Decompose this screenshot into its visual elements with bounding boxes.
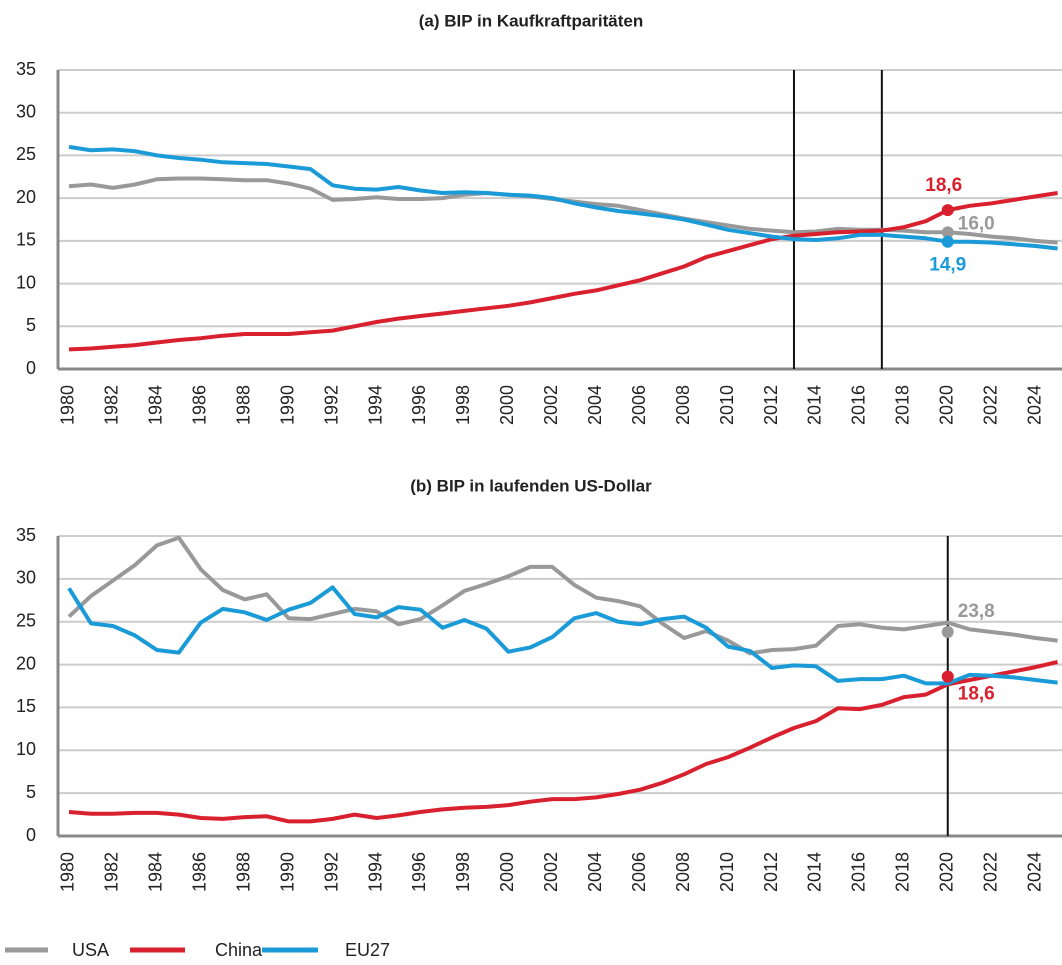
x-tick-label: 2016 bbox=[849, 852, 869, 892]
x-tick-label: 2002 bbox=[541, 385, 561, 425]
x-tick-label: 2010 bbox=[717, 385, 737, 425]
x-tick-label: 2000 bbox=[497, 852, 517, 892]
x-tick-label: 2018 bbox=[893, 852, 913, 892]
legend-label: EU27 bbox=[345, 940, 390, 960]
series-line bbox=[68, 144, 1058, 251]
chart-title: (b) BIP in laufenden US-Dollar bbox=[410, 476, 652, 495]
x-tick-label: 2006 bbox=[629, 385, 649, 425]
series-line bbox=[68, 191, 1058, 352]
annotation-label: 18,6 bbox=[958, 684, 995, 705]
y-tick-label: 20 bbox=[16, 653, 36, 673]
x-tick-label: 1984 bbox=[146, 852, 166, 892]
x-tick-label: 1992 bbox=[321, 852, 341, 892]
x-tick-label: 2008 bbox=[673, 385, 693, 425]
y-tick-label: 35 bbox=[16, 525, 36, 545]
annotation-label: 14,9 bbox=[929, 255, 966, 276]
annotation-dot bbox=[941, 670, 954, 683]
x-tick-label: 1986 bbox=[190, 852, 210, 892]
annotation-label: 16,0 bbox=[958, 213, 995, 234]
y-tick-label: 0 bbox=[26, 358, 36, 378]
y-tick-label: 15 bbox=[16, 696, 36, 716]
x-tick-label: 1980 bbox=[58, 385, 78, 425]
x-tick-label: 2016 bbox=[849, 385, 869, 425]
annotation-label: 23,8 bbox=[958, 601, 995, 622]
legend-label: China bbox=[215, 940, 263, 960]
series-line bbox=[67, 585, 1058, 686]
y-tick-label: 0 bbox=[26, 825, 36, 845]
y-tick-label: 30 bbox=[16, 568, 36, 588]
x-tick-label: 2012 bbox=[761, 852, 781, 892]
series-line bbox=[68, 176, 1058, 245]
x-tick-label: 1990 bbox=[277, 852, 297, 892]
x-tick-label: 2024 bbox=[1024, 385, 1044, 425]
y-tick-label: 20 bbox=[16, 187, 36, 207]
x-tick-label: 1982 bbox=[102, 852, 122, 892]
x-tick-label: 2022 bbox=[980, 852, 1000, 892]
x-tick-label: 1998 bbox=[453, 385, 473, 425]
annotation-dot bbox=[941, 235, 954, 248]
annotation-label: 18,6 bbox=[925, 175, 962, 196]
annotation-dot bbox=[941, 626, 954, 638]
y-tick-label: 10 bbox=[16, 739, 36, 759]
x-tick-label: 2020 bbox=[937, 385, 957, 425]
x-tick-label: 1984 bbox=[146, 385, 166, 425]
annotation-dot bbox=[941, 204, 954, 217]
x-tick-label: 2010 bbox=[717, 852, 737, 892]
x-tick-label: 2014 bbox=[805, 852, 825, 892]
x-tick-label: 2002 bbox=[541, 852, 561, 892]
series-line bbox=[68, 660, 1059, 824]
x-tick-label: 2020 bbox=[937, 852, 957, 892]
annotation-dot bbox=[941, 226, 954, 239]
x-tick-label: 2018 bbox=[893, 385, 913, 425]
x-tick-label: 2006 bbox=[629, 852, 649, 892]
y-tick-label: 25 bbox=[16, 144, 36, 164]
y-tick-label: 15 bbox=[16, 230, 36, 250]
y-tick-label: 25 bbox=[16, 610, 36, 630]
x-tick-label: 2012 bbox=[761, 385, 781, 425]
x-tick-label: 2014 bbox=[805, 385, 825, 425]
x-tick-label: 1994 bbox=[365, 385, 385, 425]
x-tick-label: 2004 bbox=[585, 852, 605, 892]
x-tick-label: 1994 bbox=[365, 852, 385, 892]
y-tick-label: 30 bbox=[16, 101, 36, 121]
chart-title: (a) BIP in Kaufkraftparitäten bbox=[419, 11, 644, 30]
x-tick-label: 1982 bbox=[102, 385, 122, 425]
x-tick-label: 2008 bbox=[673, 852, 693, 892]
x-tick-label: 2000 bbox=[497, 385, 517, 425]
x-tick-label: 1996 bbox=[409, 385, 429, 425]
y-tick-label: 10 bbox=[16, 272, 36, 292]
x-tick-label: 1980 bbox=[58, 852, 78, 892]
x-tick-label: 2024 bbox=[1024, 852, 1044, 892]
y-tick-label: 5 bbox=[26, 315, 36, 335]
x-tick-label: 2004 bbox=[585, 385, 605, 425]
x-tick-label: 1988 bbox=[233, 852, 253, 892]
legend-label: USA bbox=[72, 940, 109, 960]
x-tick-label: 1990 bbox=[277, 385, 297, 425]
series-line bbox=[67, 535, 1058, 656]
x-tick-label: 1996 bbox=[409, 852, 429, 892]
y-tick-label: 35 bbox=[16, 59, 36, 79]
x-tick-label: 1998 bbox=[453, 852, 473, 892]
x-tick-label: 1988 bbox=[233, 385, 253, 425]
x-tick-label: 1986 bbox=[190, 385, 210, 425]
x-tick-label: 2022 bbox=[980, 385, 1000, 425]
y-tick-label: 5 bbox=[26, 782, 36, 802]
x-tick-label: 1992 bbox=[321, 385, 341, 425]
